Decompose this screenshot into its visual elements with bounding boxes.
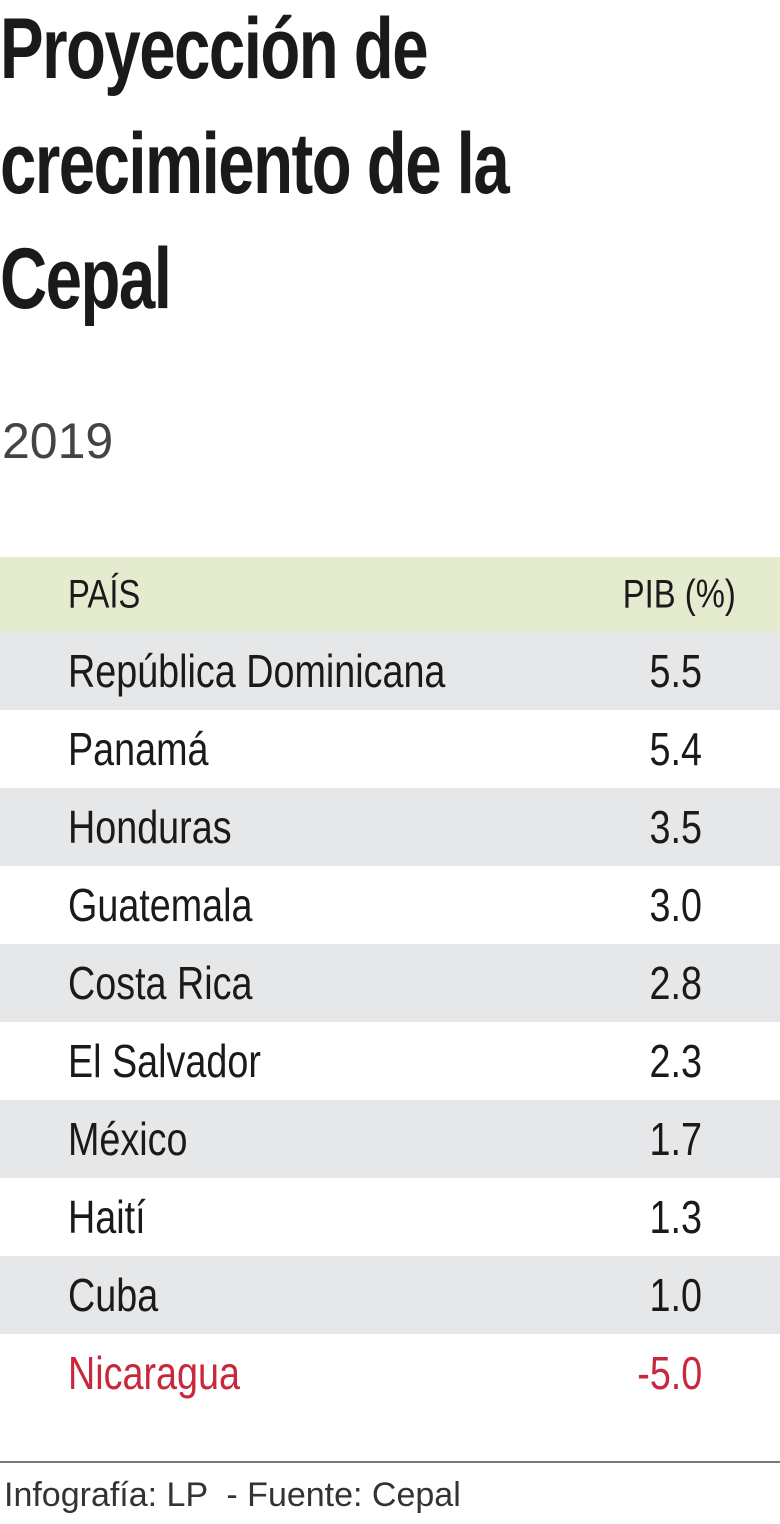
column-header: PIB (%): [623, 572, 736, 616]
gdp-value: 3.0: [649, 879, 702, 931]
country: Panamá: [68, 723, 209, 775]
country: El Salvador: [68, 1035, 261, 1087]
table-row: Cuba 1.0: [0, 1256, 780, 1334]
country: Cuba: [68, 1269, 159, 1321]
country: Nicaragua: [68, 1347, 240, 1399]
country: México: [68, 1113, 188, 1165]
country: Costa Rica: [68, 957, 253, 1009]
table-row: Honduras 3.5: [0, 788, 780, 866]
gdp-value: -5.0: [637, 1347, 702, 1399]
table-row: Costa Rica 2.8: [0, 944, 780, 1022]
gdp-value: 1.0: [649, 1269, 702, 1321]
table-row: El Salvador 2.3: [0, 1022, 780, 1100]
table-row: Guatemala 3.0: [0, 866, 780, 944]
gdp-value: 5.4: [649, 723, 702, 775]
table: PAÍS PIB (%) República Dominicana 5.5 Pana…: [0, 557, 780, 1412]
country: Haití: [68, 1191, 146, 1243]
credit: Infografía: LP - Fuente: Cepal: [4, 1476, 461, 1514]
column-header: PAÍS: [68, 572, 141, 616]
header-row: PAÍS PIB (%): [0, 557, 780, 632]
country: República Dominicana: [68, 645, 446, 697]
table-row: México 1.7: [0, 1100, 780, 1178]
table-row: Panamá 5.4: [0, 710, 780, 788]
gdp-value: 1.3: [649, 1191, 702, 1243]
gdp-value: 2.3: [649, 1035, 702, 1087]
country: Guatemala: [68, 879, 253, 931]
title: Proyección de crecimiento de la Cepal: [0, 1, 510, 327]
table-row: Haití 1.3: [0, 1178, 780, 1256]
table-row: República Dominicana 5.5: [0, 632, 780, 710]
subtitle: 2019: [2, 413, 114, 469]
country: Honduras: [68, 801, 232, 853]
gdp-value: 5.5: [649, 645, 702, 697]
table-row: Nicaragua -5.0: [0, 1334, 780, 1412]
gdp-value: 1.7: [649, 1113, 702, 1165]
gdp-value: 2.8: [649, 957, 702, 1009]
gdp-value: 3.5: [649, 801, 702, 853]
divider: [0, 1461, 780, 1463]
